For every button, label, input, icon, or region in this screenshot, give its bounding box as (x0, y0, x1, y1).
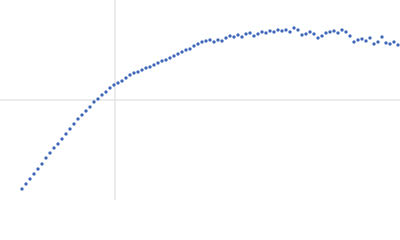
point (116, 81, 120, 85)
point (224, 36, 228, 40)
point (216, 38, 220, 42)
point (92, 100, 96, 104)
point (316, 36, 320, 40)
point (248, 31, 252, 35)
point (256, 32, 260, 36)
point (200, 40, 204, 44)
point (168, 56, 172, 60)
point (252, 34, 256, 38)
point (356, 38, 360, 42)
point (364, 39, 368, 43)
page: {"chart_data": {"type": "scatter", "colo… (0, 0, 400, 200)
point (292, 26, 296, 30)
point (272, 30, 276, 34)
point (152, 63, 156, 67)
point (56, 142, 60, 146)
point (344, 30, 348, 34)
point (36, 167, 40, 171)
point (148, 65, 152, 69)
point (240, 35, 244, 39)
point (76, 117, 80, 121)
point (348, 34, 352, 38)
point (144, 66, 148, 70)
point (332, 29, 336, 33)
point (72, 122, 76, 126)
point (304, 32, 308, 36)
point (380, 35, 384, 39)
point (156, 61, 160, 65)
point (140, 68, 144, 72)
point (96, 97, 100, 101)
point (20, 187, 24, 191)
point (60, 137, 64, 141)
point (28, 177, 32, 181)
point (68, 127, 72, 131)
point (284, 28, 288, 32)
point (88, 105, 92, 109)
point (236, 33, 240, 37)
point (176, 52, 180, 56)
point (228, 34, 232, 38)
point (264, 31, 268, 35)
chart (0, 0, 400, 200)
point (104, 90, 108, 94)
point (112, 83, 116, 87)
point (24, 182, 28, 186)
point (376, 40, 380, 44)
point (260, 30, 264, 34)
point (324, 31, 328, 35)
point (136, 70, 140, 74)
point (180, 50, 184, 54)
point (48, 151, 52, 155)
point (388, 42, 392, 46)
point (120, 79, 124, 83)
point (352, 40, 356, 44)
point (208, 38, 212, 42)
point (196, 42, 200, 46)
point (312, 32, 316, 36)
point (108, 86, 112, 90)
point (100, 93, 104, 97)
point (132, 71, 136, 75)
point (384, 41, 388, 45)
point (372, 42, 376, 46)
point (172, 54, 176, 58)
point (328, 30, 332, 34)
point (40, 162, 44, 166)
point (220, 39, 224, 43)
point (128, 73, 132, 77)
point (320, 34, 324, 38)
point (232, 35, 236, 39)
point (80, 113, 84, 117)
point (268, 29, 272, 33)
point (308, 30, 312, 34)
point (212, 40, 216, 44)
point (204, 39, 208, 43)
point (84, 109, 88, 113)
point (340, 28, 344, 32)
point (280, 29, 284, 33)
point (164, 58, 168, 62)
point (296, 28, 300, 32)
point (52, 146, 56, 150)
point (184, 48, 188, 52)
point (244, 32, 248, 36)
point (32, 172, 36, 176)
point (188, 47, 192, 51)
point (44, 156, 48, 160)
point (160, 59, 164, 63)
point (276, 28, 280, 32)
point (392, 40, 396, 44)
point (124, 76, 128, 80)
point (360, 37, 364, 41)
point (192, 44, 196, 48)
point (64, 132, 68, 136)
point (368, 36, 372, 40)
point (336, 31, 340, 35)
point (300, 33, 304, 37)
point (288, 30, 292, 34)
point (396, 43, 400, 47)
